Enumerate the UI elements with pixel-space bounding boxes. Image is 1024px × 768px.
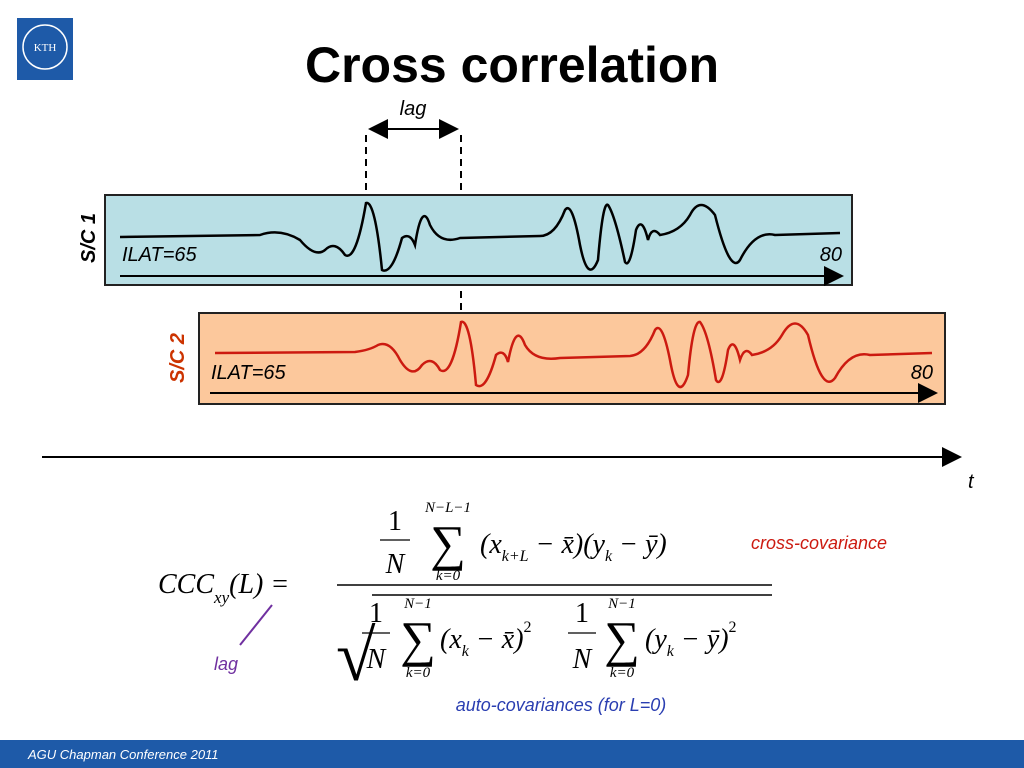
waveform xyxy=(119,201,841,272)
formula-sub: k xyxy=(605,548,613,565)
sum: ∑ xyxy=(430,515,466,571)
sum-top: N−1 xyxy=(403,596,432,612)
footer-bar xyxy=(0,740,1024,768)
sum-bottom: k=0 xyxy=(610,665,635,681)
formula-sub: k xyxy=(462,643,470,660)
formula-sub: k xyxy=(667,643,675,660)
formula-num: 1 xyxy=(575,598,589,629)
sc2-label: S/C 2 xyxy=(167,333,189,383)
waveform xyxy=(214,320,933,389)
formula-text: (L) = xyxy=(229,569,289,600)
logo-text: KTH xyxy=(34,42,57,54)
footer-text: AGU Chapman Conference 2011 xyxy=(27,747,219,762)
note-lag: lag xyxy=(214,654,238,674)
formula-text: (y xyxy=(645,624,667,655)
formula-body: (yk − ȳ)2 xyxy=(645,619,737,660)
formula-num: N xyxy=(572,644,593,675)
note-pointer xyxy=(239,604,273,646)
formula-sup: 2 xyxy=(729,619,737,636)
time-label: t xyxy=(968,471,975,493)
formula-sub: k+L xyxy=(502,548,529,565)
lag-label: lag xyxy=(400,98,427,120)
sc1-label: S/C 1 xyxy=(78,213,100,263)
formula-body: (xk − x̄)2 xyxy=(440,619,532,660)
ilat-label: ILAT=65 xyxy=(122,244,198,266)
logo-ring xyxy=(22,24,68,70)
end-label: 80 xyxy=(911,362,933,384)
formula-num: N xyxy=(366,644,387,675)
sc1-box xyxy=(104,194,853,286)
formula-text: − x̄)(y xyxy=(529,529,606,560)
formula-text: (x xyxy=(440,624,462,655)
formula-num: N xyxy=(385,549,406,580)
sum: ∑ xyxy=(400,611,436,667)
ilat-label: ILAT=65 xyxy=(211,362,287,384)
title: Cross correlation xyxy=(305,37,719,93)
sum-bottom: k=0 xyxy=(436,568,461,584)
sum-top: N−1 xyxy=(607,596,636,612)
formula-text: − ȳ) xyxy=(612,529,667,560)
sum: ∑ xyxy=(604,611,640,667)
formula-text: CCC xyxy=(158,569,214,600)
formula-body: (xk+L − x̄)(yk − ȳ) xyxy=(480,529,667,565)
note-auto: auto-covariances (for L=0) xyxy=(456,695,667,715)
formula-sub: xy xyxy=(213,588,230,607)
formula-text: − x̄) xyxy=(469,624,524,655)
formula-num: 1 xyxy=(388,506,402,537)
formula-text: (x xyxy=(480,529,502,560)
sum-top: N−L−1 xyxy=(424,500,471,516)
sum-bottom: k=0 xyxy=(406,665,431,681)
note-cross: cross-covariance xyxy=(751,533,887,553)
formula-num: 1 xyxy=(369,598,383,629)
sqrt: √ xyxy=(336,616,376,696)
formula-lhs: CCCxy(L) = xyxy=(158,569,289,607)
formula-text: − ȳ) xyxy=(674,624,729,655)
end-label: 80 xyxy=(820,244,842,266)
formula-sup: 2 xyxy=(524,619,532,636)
